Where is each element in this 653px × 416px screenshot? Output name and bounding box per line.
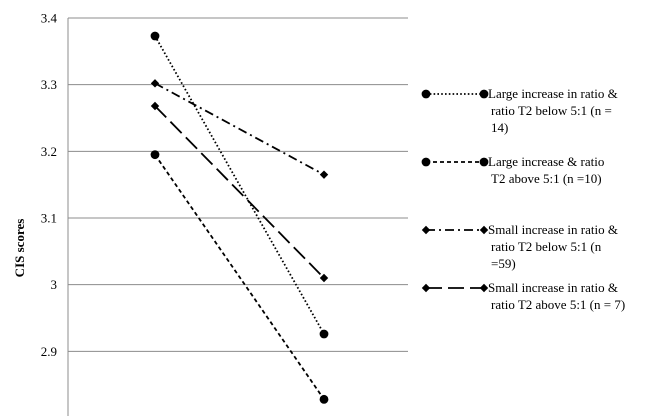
legend-label-line: ratio T2 above 5:1 (n = 7) (491, 297, 625, 312)
series-line (154, 105, 325, 279)
y-tick-label: 3.1 (41, 211, 57, 226)
data-point (150, 101, 160, 111)
legend-marker (421, 283, 431, 293)
legend-entry-2: Large increase & ratio T2 above 5:1 (n =1… (421, 154, 604, 186)
legend-label-line: =59) (491, 256, 516, 271)
series-3 (150, 79, 329, 179)
data-point (150, 150, 160, 160)
gridlines (68, 17, 408, 352)
series-line (154, 154, 325, 400)
legend-marker (479, 157, 489, 167)
series-line (154, 35, 325, 335)
y-tick-label: 3 (51, 277, 58, 292)
legend-marker (479, 283, 489, 293)
y-tick-label: 3.2 (41, 144, 57, 159)
series-4 (150, 101, 329, 283)
legend-marker (421, 225, 431, 235)
legend-label-line: Large increase & ratio (488, 154, 604, 169)
legend-label-line: ratio T2 below 5:1 (n (491, 239, 602, 254)
data-point (319, 394, 329, 404)
series-1 (150, 31, 329, 339)
y-tick-labels: 3.4 3.3 3.2 3.1 3 2.9 (41, 11, 58, 359)
y-tick-label: 3.4 (41, 11, 58, 26)
y-tick-label: 3.3 (41, 77, 57, 92)
data-point (319, 170, 329, 179)
legend-marker (421, 157, 431, 167)
legend-label-line: 14) (491, 120, 508, 135)
legend-label-line: ratio T2 below 5:1 (n = (491, 103, 612, 118)
y-axis-title: CIS scores (12, 219, 27, 278)
data-point (150, 31, 160, 41)
series-lines (150, 31, 329, 404)
series-2 (150, 150, 329, 404)
legend-marker (421, 89, 431, 99)
legend: Large increase in ratio & ratio T2 below … (421, 86, 625, 312)
legend-entry-3: Small increase in ratio & ratio T2 below … (421, 222, 618, 271)
series-line (154, 82, 325, 176)
legend-label-line: Small increase in ratio & (488, 280, 618, 295)
legend-label-line: Small increase in ratio & (488, 222, 618, 237)
legend-marker (479, 89, 489, 99)
legend-label-line: T2 above 5:1 (n =10) (491, 171, 602, 186)
legend-entry-4: Small increase in ratio & ratio T2 above … (421, 280, 625, 312)
y-tick-label: 2.9 (41, 344, 57, 359)
legend-entry-1: Large increase in ratio & ratio T2 below … (421, 86, 618, 135)
data-point (150, 79, 160, 88)
legend-label-line: Large increase in ratio & (488, 86, 618, 101)
data-point (319, 273, 329, 283)
data-point (319, 329, 329, 339)
legend-marker (479, 225, 489, 235)
